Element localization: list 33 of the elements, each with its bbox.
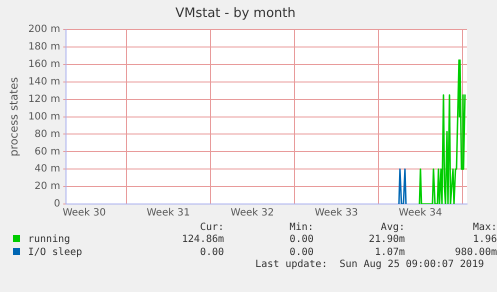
chart-title: VMstat - by month bbox=[175, 6, 296, 22]
y-tick-label: 80 m bbox=[34, 128, 60, 140]
y-tick-label: 60 m bbox=[34, 146, 60, 158]
text: Min: bbox=[288, 222, 314, 233]
y-axis-title: process states bbox=[7, 76, 20, 156]
text: 980.00m bbox=[454, 246, 497, 259]
y-tick-label: 40 m bbox=[34, 164, 60, 175]
text: Last update: Sun Aug 25 09:00:07 2019 bbox=[254, 259, 484, 270]
y-tick-label: 200 m bbox=[28, 24, 60, 36]
y-tick-label: 100 m bbox=[28, 111, 60, 122]
y-tick-label: 140 m bbox=[28, 76, 60, 88]
text: 1.96 bbox=[472, 233, 497, 246]
y-tick-label: 120 m bbox=[28, 94, 60, 105]
text: 21.90m bbox=[368, 233, 405, 246]
text: Cur: bbox=[198, 222, 224, 233]
text: Max: bbox=[472, 222, 497, 233]
text: 0.00 bbox=[288, 233, 314, 246]
text: 0.00 bbox=[198, 246, 224, 259]
legend-label: I/O sleep bbox=[27, 246, 84, 259]
text: 124.86m bbox=[180, 233, 224, 246]
text: Avg: bbox=[380, 222, 405, 233]
x-tick-label: Week 30 bbox=[62, 208, 106, 219]
x-tick-label: Week 32 bbox=[230, 208, 274, 219]
y-tick-label: 180 m bbox=[28, 42, 60, 53]
text: 1.07m bbox=[374, 246, 405, 259]
x-tick-label: Week 34 bbox=[398, 208, 442, 219]
x-tick-label: Week 33 bbox=[314, 208, 358, 219]
text: 0.00 bbox=[288, 246, 314, 259]
y-tick-label: 160 m bbox=[28, 59, 60, 70]
y-tick-label: 20 m bbox=[34, 181, 60, 192]
x-tick-label: Week 31 bbox=[146, 208, 190, 219]
y-tick-label: 0 bbox=[54, 198, 60, 210]
legend-label: running bbox=[27, 233, 72, 246]
